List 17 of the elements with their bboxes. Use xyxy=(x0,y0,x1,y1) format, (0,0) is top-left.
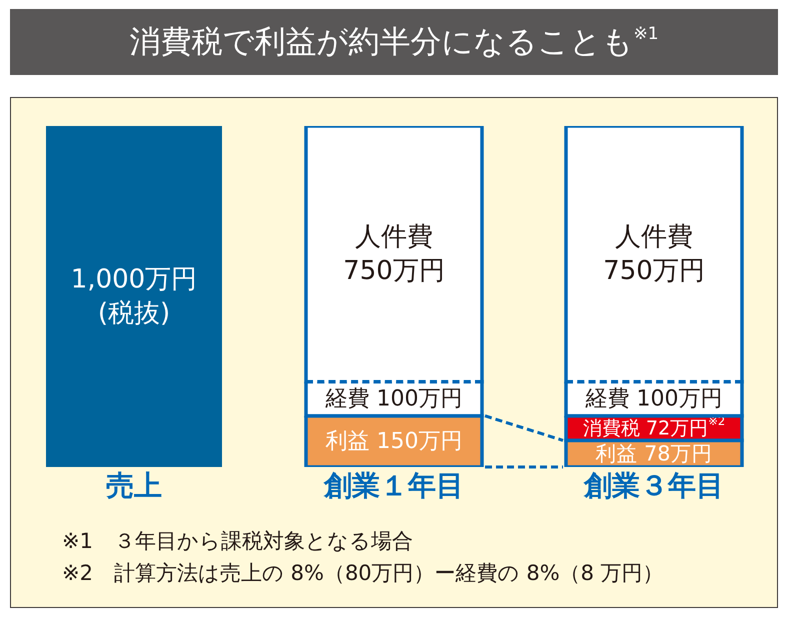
text: 消費税 72万円 xyxy=(582,416,708,440)
data-label: 750万円 xyxy=(343,256,445,286)
chart-title: 消費税で利益が約半分になることも$^{※1}$ xyxy=(129,24,659,60)
text: 利益 150万円 xyxy=(326,428,462,454)
data-label: 1,000万円 (税抜) xyxy=(70,264,198,328)
x-tick-label: 創業１年目 xyxy=(323,468,464,502)
text: 利益 78万円 xyxy=(596,442,712,466)
text: 人件費 xyxy=(615,222,693,252)
bar xyxy=(46,126,222,467)
series-label: 人件費 xyxy=(355,222,433,252)
text: ※2 計算方法は売上の 8%（80万円）ー経費の 8%（8 万円） xyxy=(62,561,664,585)
x-tick-label: 創業３年目 xyxy=(583,468,724,502)
text: ※1 ３年目から課税対象となる場合 xyxy=(62,529,413,553)
text: 経費 100万円 xyxy=(586,386,722,412)
text: 経費 100万円 xyxy=(326,386,462,412)
x-tick-label: 売上 xyxy=(106,468,162,502)
data-label: 750万円 xyxy=(603,256,705,286)
